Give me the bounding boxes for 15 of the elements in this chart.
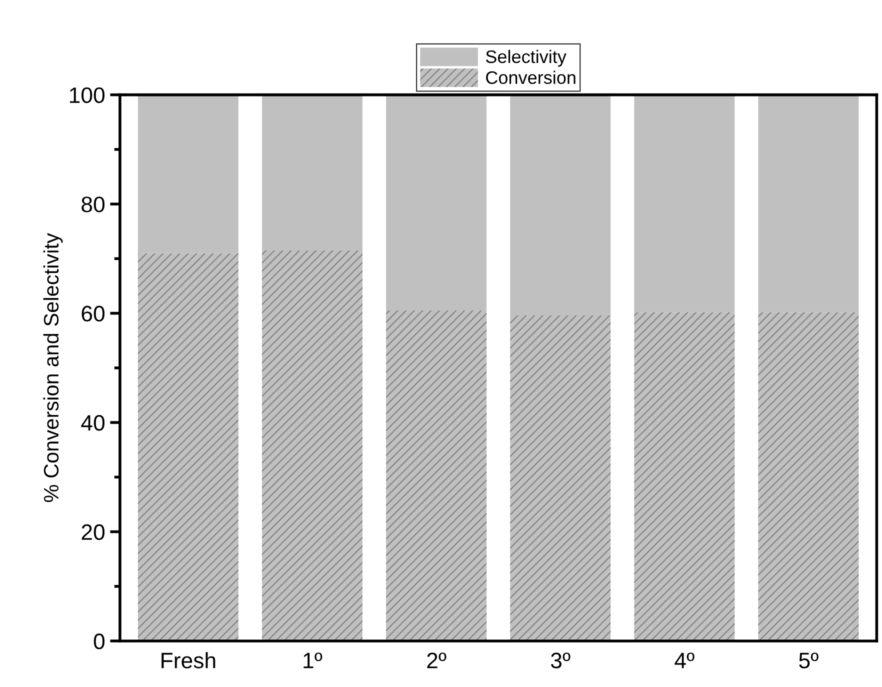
y-tick-label: 80	[82, 196, 104, 212]
y-tick-label: 20	[82, 524, 104, 540]
x-tick-label: 1º	[304, 652, 322, 668]
x-tick-label: 3º	[550, 652, 570, 668]
x-tick-label: 5º	[799, 652, 818, 668]
y-tick-label: 100	[70, 87, 105, 104]
y-tick-label: 60	[82, 306, 104, 322]
y-tick-label: 0	[94, 634, 104, 650]
y-tick-label: 40	[81, 415, 104, 431]
x-tick-label: Fresh	[162, 652, 216, 668]
y-axis-title: % Conversion and Selectivity	[43, 233, 63, 502]
x-tick-label: 2º	[427, 652, 446, 668]
legend-label: Conversion	[486, 70, 576, 84]
legend-label: Selectivity	[486, 50, 566, 67]
x-tick-label: 4º	[674, 652, 694, 668]
